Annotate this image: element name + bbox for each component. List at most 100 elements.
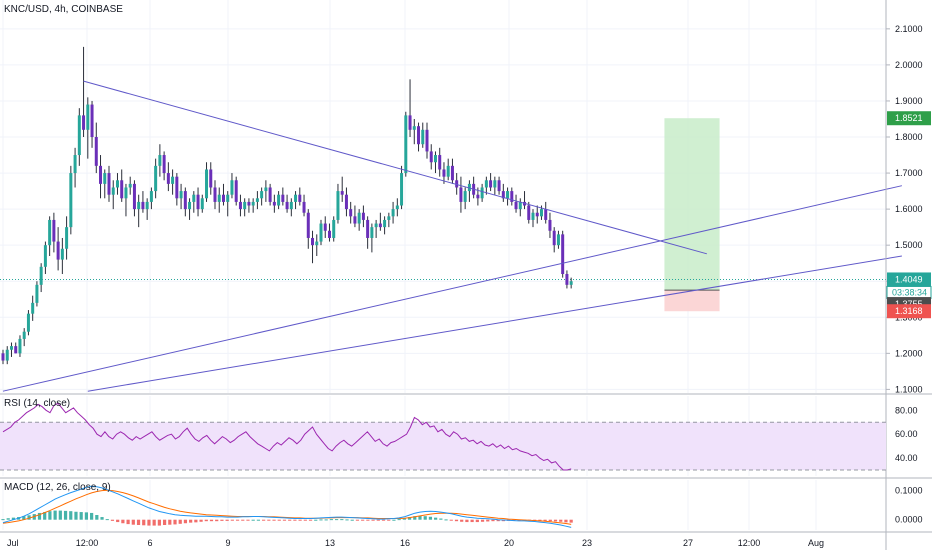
candle-up — [35, 284, 39, 303]
macd-histogram-bar — [105, 519, 109, 521]
y-tick-label: 1.2000 — [895, 348, 923, 358]
candle-up — [400, 173, 404, 206]
macd-histogram-bar — [434, 517, 438, 520]
candle-down — [247, 201, 251, 206]
candle-up — [336, 191, 340, 220]
rsi-tick-label: 80.00 — [895, 405, 918, 415]
macd-histogram-bar — [303, 519, 307, 521]
macd-histogram-bar — [11, 517, 16, 520]
candle-down — [162, 155, 166, 174]
candle-up — [243, 201, 247, 210]
macd-histogram-bar — [1, 519, 5, 521]
y-tick-label: 1.6000 — [895, 204, 923, 214]
candle-up — [230, 180, 234, 195]
candle-down — [238, 201, 242, 210]
candle-down — [311, 237, 315, 246]
macd-histogram-bar — [402, 518, 406, 520]
macd-line — [2, 485, 572, 528]
macd-histogram-bar — [157, 519, 161, 526]
last-price-badge — [887, 272, 931, 287]
candle-down — [323, 223, 327, 231]
macd-histogram-bar — [392, 519, 396, 521]
candle-down — [429, 151, 433, 163]
candle-up — [18, 338, 22, 354]
macd-histogram-bar — [194, 519, 198, 523]
rsi-title: RSI (14, close) — [4, 398, 71, 409]
stop-price-badge — [887, 304, 931, 319]
macd-histogram-bar — [491, 519, 495, 522]
macd-histogram-bar — [340, 519, 344, 521]
candle-down — [90, 104, 94, 138]
candle-down — [52, 219, 56, 242]
macd-histogram-bar — [538, 519, 542, 521]
candle-up — [188, 201, 192, 210]
macd-histogram-bar — [256, 519, 261, 521]
candle-down — [56, 241, 60, 260]
candle-up — [22, 331, 26, 339]
candle-up — [43, 245, 47, 267]
macd-histogram-bar — [308, 519, 313, 521]
candle-up — [39, 266, 43, 285]
candle-up — [128, 183, 132, 188]
candle-up — [493, 180, 497, 188]
macd-histogram-bar — [350, 519, 354, 521]
x-tick-label: 9 — [225, 538, 230, 548]
macd-histogram-bar — [298, 519, 302, 521]
macd-histogram-bar — [319, 519, 323, 521]
trendline — [87, 255, 902, 392]
candle-up — [179, 191, 183, 199]
candle-up — [374, 223, 378, 228]
candle-down — [361, 212, 365, 220]
candle-up — [26, 313, 30, 332]
macd-histogram-bar — [376, 519, 380, 521]
candle-down — [141, 201, 145, 210]
candle-up — [387, 216, 391, 220]
macd-histogram-bar — [496, 519, 500, 522]
macd-histogram-bar — [53, 510, 57, 520]
candle-down — [14, 346, 18, 354]
candle-down — [327, 230, 331, 238]
x-tick-label: Jul — [7, 538, 19, 548]
candle-down — [82, 115, 86, 130]
candle-down — [442, 169, 446, 177]
candle-up — [433, 155, 437, 163]
macd-histogram-bar — [27, 515, 31, 520]
macd-histogram-bar — [288, 519, 292, 521]
candle-up — [69, 173, 73, 228]
macd-histogram-bar — [480, 519, 485, 522]
rsi-line — [2, 402, 572, 471]
macd-histogram-bar — [199, 519, 203, 522]
candle-up — [158, 155, 162, 166]
candle-up — [115, 180, 119, 188]
candle-up — [103, 173, 107, 184]
macd-tick-label: 0.0000 — [895, 515, 923, 525]
macd-tick-label: 0.1000 — [895, 485, 923, 495]
candle-down — [268, 187, 272, 202]
macd-histogram-bar — [475, 519, 479, 523]
x-tick-label: 12:00 — [738, 538, 761, 548]
target-price-badge — [887, 111, 931, 126]
candle-up — [154, 165, 158, 192]
candle-up — [251, 201, 255, 206]
macd-histogram-bar — [381, 519, 386, 521]
x-tick-label: 27 — [683, 538, 693, 548]
macd-histogram-bar — [126, 519, 130, 525]
macd-histogram-bar — [225, 519, 229, 521]
macd-histogram-bar — [100, 517, 104, 520]
candle-down — [514, 201, 518, 210]
macd-histogram-bar — [444, 519, 448, 521]
macd-histogram-bar — [178, 519, 182, 524]
y-tick-label: 1.5000 — [895, 240, 923, 250]
candle-up — [65, 227, 69, 249]
macd-histogram-bar — [366, 519, 370, 521]
macd-histogram-bar — [173, 519, 177, 525]
macd-histogram-bar — [460, 519, 464, 522]
candle-up — [60, 248, 64, 260]
candle-down — [183, 191, 187, 210]
candle-down — [94, 137, 98, 166]
candle-down — [552, 230, 556, 246]
candle-up — [463, 191, 467, 202]
macd-histogram-bar — [215, 519, 219, 522]
